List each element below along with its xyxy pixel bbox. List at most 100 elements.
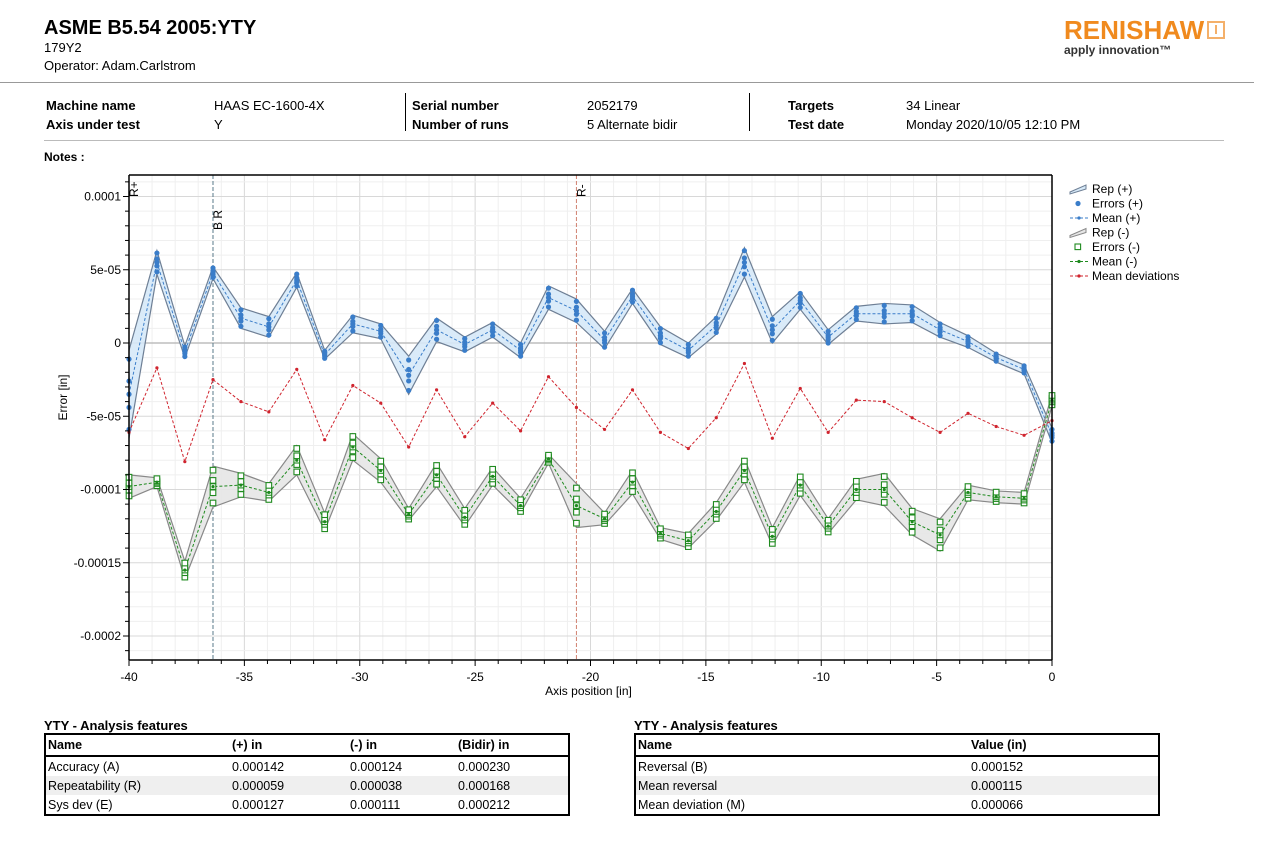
cell: Accuracy (A): [48, 759, 120, 774]
info-labels-col2: Serial number Number of runs: [412, 96, 509, 134]
legend-label: Mean (+): [1092, 211, 1140, 225]
error-point: [880, 481, 888, 489]
x-tick-label: -20: [582, 670, 600, 684]
error-point: [713, 329, 719, 336]
error-point: [154, 269, 160, 275]
mean-point: [1022, 367, 1026, 371]
error-point: [238, 307, 244, 313]
renishaw-logo: RENISHAW apply innovation™: [1064, 16, 1226, 57]
error-point: [909, 318, 915, 324]
mean-point: [966, 490, 970, 495]
notes-label: Notes :: [44, 150, 85, 164]
y-tick-label: -0.00015: [74, 556, 122, 570]
cell: Sys dev (E): [48, 797, 113, 812]
mean-point: [882, 487, 886, 492]
error-point: [406, 378, 412, 384]
targets-value: 34 Linear: [906, 98, 961, 113]
error-point: [266, 332, 272, 338]
error-point: [768, 525, 776, 533]
error-point: [294, 271, 300, 277]
table-row: Mean reversal 0.000115: [635, 776, 1159, 795]
info-divider: [44, 140, 1224, 141]
targets-label: Targets: [788, 98, 834, 113]
legend-swatch-band: [1069, 227, 1087, 239]
runs-value: 5 Alternate bidir: [587, 117, 678, 132]
error-point: [852, 477, 860, 485]
error-chart: R+ B R R- -40 -35 -30 -25 -20 -15 -10 -5 0 0.0001 5e-…: [56, 174, 1179, 698]
legend-label: Mean deviations: [1092, 269, 1179, 283]
cell: 0.000168: [456, 776, 569, 795]
mean-point: [323, 438, 327, 442]
cell: 0.000230: [458, 759, 511, 774]
error-point: [712, 501, 720, 508]
error-point: [629, 299, 636, 305]
error-point: [741, 476, 748, 484]
cell: 0.000124: [350, 759, 403, 774]
mean-point: [966, 411, 970, 415]
error-point: [797, 290, 803, 297]
mean-point: [267, 410, 271, 414]
error-point: [350, 314, 356, 320]
error-point: [657, 340, 664, 346]
error-point: [881, 308, 887, 314]
x-tick-label: -40: [120, 670, 138, 684]
mean-point: [351, 445, 355, 449]
machine-name-value: HAAS EC-1600-4X: [214, 98, 325, 113]
mean-point: [994, 424, 998, 429]
y-axis-label: Error [in]: [56, 374, 70, 420]
mean-point: [882, 312, 886, 316]
error-point: [909, 308, 915, 314]
mean-point: [1022, 433, 1026, 437]
error-point: [573, 508, 580, 516]
table-row: Repeatability (R) 0.000059 0.000038 0.00…: [45, 776, 569, 795]
error-point: [237, 491, 245, 498]
x-tick-label: -10: [813, 670, 831, 684]
runs-label: Number of runs: [412, 117, 509, 132]
mean-point: [938, 430, 942, 434]
error-point: [1021, 363, 1027, 369]
y-tick-label: -0.0001: [80, 483, 121, 497]
mean-point: [434, 473, 439, 477]
rep-lower: [128, 405, 1053, 581]
mean-point: [910, 416, 914, 420]
error-point: [1020, 490, 1028, 497]
error-point: [209, 477, 217, 484]
error-point: [209, 499, 217, 507]
mean-point: [574, 309, 579, 313]
mean-point: [239, 483, 243, 487]
mean-point: [658, 430, 663, 434]
date-value: Monday 2020/10/05 12:10 PM: [906, 117, 1081, 132]
mean-point: [546, 457, 551, 461]
y-tick-label: 5e-05: [90, 263, 121, 277]
table-row: Mean deviation (M) 0.000066: [635, 795, 1159, 815]
error-point: [629, 469, 636, 477]
error-point: [657, 326, 664, 332]
mean-point: [994, 495, 998, 499]
error-point: [406, 366, 412, 373]
table2-title: YTY - Analysis features: [634, 718, 778, 733]
axis-value: Y: [214, 117, 223, 132]
mean-point: [798, 298, 802, 303]
mean-point: [826, 524, 830, 528]
mean-point: [1022, 496, 1026, 500]
error-point: [993, 351, 999, 357]
error-point: [796, 473, 804, 481]
mean-point: [686, 348, 690, 352]
mean-point: [658, 334, 663, 338]
mean-point: [379, 401, 383, 405]
error-point: [713, 315, 719, 321]
error-point: [769, 323, 775, 329]
col-header: Name: [635, 734, 969, 757]
mean-point: [770, 534, 774, 538]
mean-point: [407, 512, 411, 517]
mean-point: [714, 323, 718, 328]
legend-label: Rep (+): [1092, 182, 1132, 196]
info-values-col1: HAAS EC-1600-4X Y: [214, 96, 325, 134]
error-point: [490, 333, 496, 339]
error-point: [657, 525, 664, 533]
error-point: [573, 519, 580, 527]
error-point: [657, 330, 664, 336]
error-point: [684, 531, 692, 539]
error-point: [685, 341, 691, 348]
col-header: (-) in: [348, 734, 456, 757]
